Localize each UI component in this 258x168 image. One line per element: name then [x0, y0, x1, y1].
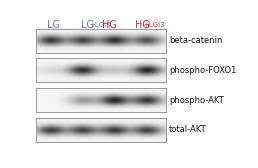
- Text: total-AKT: total-AKT: [169, 125, 207, 134]
- Bar: [36, 88, 166, 112]
- Bar: [36, 29, 166, 52]
- Text: phospho-FOXO1: phospho-FOXO1: [169, 66, 237, 75]
- Bar: [36, 88, 166, 112]
- Bar: [36, 58, 166, 82]
- Text: beta-catenin: beta-catenin: [169, 36, 223, 45]
- Text: LG: LG: [81, 20, 94, 30]
- Bar: [36, 118, 166, 142]
- Text: +LGI3: +LGI3: [143, 22, 164, 28]
- Text: HG: HG: [102, 20, 117, 30]
- Bar: [36, 29, 166, 52]
- Bar: [36, 58, 166, 82]
- Text: LG: LG: [47, 20, 60, 30]
- Text: HG: HG: [135, 20, 150, 30]
- Text: phospho-AKT: phospho-AKT: [169, 96, 224, 104]
- Bar: [36, 118, 166, 142]
- Text: +LGI3: +LGI3: [89, 22, 110, 28]
